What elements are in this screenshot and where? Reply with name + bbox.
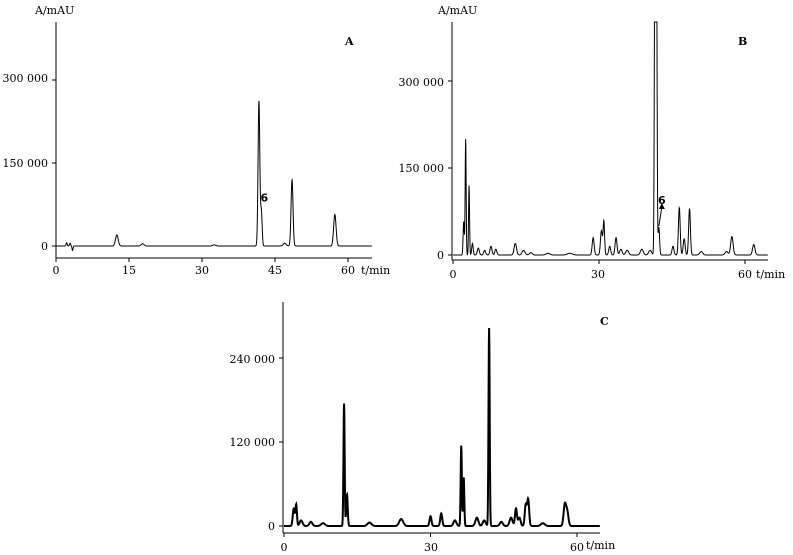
panel-b-y-axis-label: A/mAU — [437, 4, 477, 17]
panel-a: A/mAU A 0 150 000 300 000 0 15 30 45 60 … — [3, 4, 391, 277]
panel-c-y-tick-label: 120 000 — [230, 436, 276, 449]
panel-b-label: B — [738, 35, 747, 48]
panel-c: C 0 120 000 240 000 0 30 60 t/min — [230, 302, 615, 554]
panel-c-chromatogram-trace — [284, 327, 600, 527]
panel-a-x-tick-label: 30 — [195, 264, 209, 277]
panel-b-x-tick-label: 60 — [738, 268, 752, 281]
panel-a-chromatogram-trace — [56, 100, 372, 252]
panel-c-y-ticks: 0 120 000 240 000 — [230, 353, 276, 533]
panel-b-peak-6-arrow — [658, 206, 663, 227]
panel-a-label: A — [344, 35, 354, 48]
panel-b: A/mAU B 0 150 000 300 000 0 30 60 t/min … — [399, 4, 786, 281]
panel-a-peak-6-label: 6 — [261, 192, 269, 205]
panel-b-x-axis-label: t/min — [756, 268, 785, 281]
panel-a-y-ticks: 0 150 000 300 000 — [3, 72, 49, 253]
panel-c-x-tick-label: 60 — [570, 541, 584, 554]
panel-a-y-tick-label: 300 000 — [3, 72, 49, 85]
panel-a-x-tick-label: 0 — [53, 264, 60, 277]
panel-a-y-tick-label: 0 — [41, 240, 48, 253]
panel-a-x-tick-label: 60 — [341, 264, 355, 277]
panel-c-x-axis-label: t/min — [586, 539, 615, 552]
panel-b-x-tick-label: 0 — [450, 268, 457, 281]
panel-b-y-tick-label: 0 — [437, 249, 444, 262]
panel-a-y-tick-label: 150 000 — [3, 157, 49, 170]
panel-b-y-ticks: 0 150 000 300 000 — [399, 76, 445, 262]
panel-a-y-axis-label: A/mAU — [34, 4, 74, 17]
panel-c-y-tick-label: 0 — [268, 520, 275, 533]
panel-b-chromatogram-trace — [453, 21, 768, 256]
panel-c-x-ticks: 0 30 60 — [281, 541, 585, 554]
panel-b-y-tick-label: 300 000 — [399, 76, 445, 89]
panel-b-y-tick-label: 150 000 — [399, 162, 445, 175]
panel-a-x-ticks: 0 15 30 45 60 — [53, 264, 356, 277]
panel-c-y-tick-label: 240 000 — [230, 353, 276, 366]
panel-a-x-axis-label: t/min — [361, 264, 390, 277]
panel-c-x-tick-label: 30 — [424, 541, 438, 554]
panel-b-x-ticks: 0 30 60 — [450, 268, 753, 281]
panel-c-x-tick-label: 0 — [281, 541, 288, 554]
panel-c-label: C — [600, 315, 609, 328]
panel-a-x-tick-label: 45 — [268, 264, 282, 277]
panel-a-annotations: 6 — [261, 192, 269, 205]
panel-a-x-tick-label: 15 — [122, 264, 136, 277]
panel-b-peak-6-label: 6 — [658, 194, 666, 207]
panel-b-peak-6-arrowhead — [658, 202, 665, 209]
panel-b-x-tick-label: 30 — [591, 268, 605, 281]
panel-b-annotations: 6 — [658, 194, 666, 227]
